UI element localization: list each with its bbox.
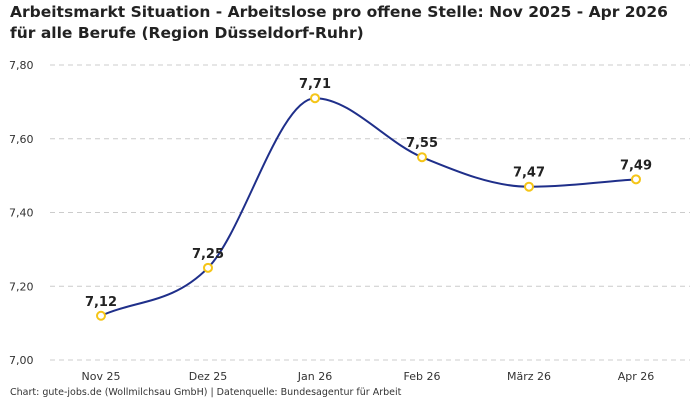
- y-tick-label: 7,00: [9, 354, 34, 367]
- data-label: 7,71: [299, 77, 331, 92]
- y-tick-label: 7,60: [9, 133, 34, 146]
- series-line-group: [100, 97, 637, 317]
- data-labels: 7,12 7,25 7,71 7,55 7,47 7,49: [85, 77, 652, 310]
- series-line: [100, 97, 637, 317]
- y-tick-label: 7,20: [9, 280, 34, 293]
- data-point: [203, 262, 213, 273]
- data-point: [96, 310, 106, 321]
- chart-title: Arbeitsmarkt Situation - Arbeitslose pro…: [10, 3, 668, 42]
- gridlines: [50, 64, 690, 361]
- data-label: 7,49: [620, 158, 652, 173]
- chart-footer: Chart: gute-jobs.de (Wollmilchsau GmbH) …: [10, 387, 402, 398]
- x-tick-label: Feb 26: [404, 370, 441, 383]
- x-tick-label: März 26: [507, 370, 551, 383]
- data-point: [310, 93, 320, 104]
- data-label: 7,12: [85, 295, 117, 310]
- data-label: 7,47: [513, 166, 545, 181]
- y-axis-ticks: 7,00 7,20 7,40 7,60 7,80: [9, 59, 34, 367]
- data-point: [524, 181, 534, 192]
- data-point: [417, 152, 427, 163]
- x-tick-label: Jan 26: [297, 370, 332, 383]
- x-tick-label: Apr 26: [618, 370, 655, 383]
- x-tick-label: Dez 25: [189, 370, 228, 383]
- y-tick-label: 7,80: [9, 59, 34, 72]
- data-points: [96, 93, 641, 321]
- x-tick-label: Nov 25: [82, 370, 121, 383]
- y-tick-label: 7,40: [9, 207, 34, 220]
- data-point: [631, 174, 641, 185]
- data-label: 7,25: [192, 247, 224, 262]
- x-axis-ticks: Nov 25 Dez 25 Jan 26 Feb 26 März 26 Apr 26: [82, 370, 655, 383]
- data-label: 7,55: [406, 136, 438, 151]
